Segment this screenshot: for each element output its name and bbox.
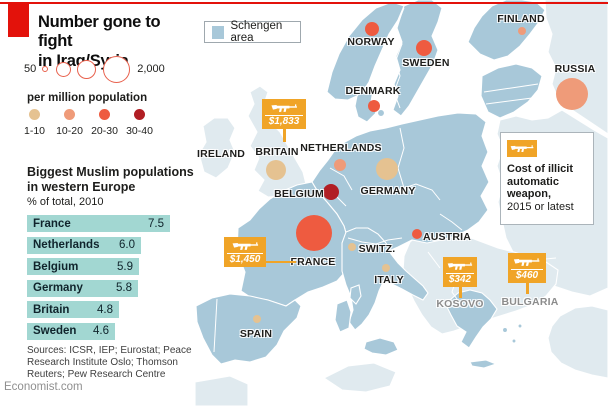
bar-category: Sweden xyxy=(33,325,77,337)
bar-category: Belgium xyxy=(33,260,79,273)
country-shape-baltics xyxy=(480,63,543,119)
bar-sweden: Sweden 4.6 xyxy=(27,322,115,340)
island-crete xyxy=(469,359,498,369)
country-shape-denmark xyxy=(354,87,377,123)
sources-line: Sources: ICSR, IEP; Eurostat; Peace xyxy=(27,345,192,356)
size-ring-2 xyxy=(56,61,72,77)
country-shape-greece xyxy=(446,289,498,349)
size-legend-min: 50 xyxy=(24,63,37,75)
country-shape-norway xyxy=(326,1,405,101)
density-legend-title: per million population xyxy=(27,92,148,104)
bar-value: 6.0 xyxy=(119,239,135,251)
schengen-legend: Schengen area xyxy=(204,20,301,44)
island-aegean-1 xyxy=(501,326,509,334)
island-aegean-2 xyxy=(511,338,517,344)
weapon-cost-note: Cost of illicit automatic weapon, 2015 o… xyxy=(500,132,594,225)
density-bin-1-10: 1-10 xyxy=(17,109,52,137)
bar-category: France xyxy=(33,217,71,230)
bar-belgium: Belgium 5.9 xyxy=(27,258,139,275)
weapon-cost-line: automatic xyxy=(507,175,559,188)
density-dot xyxy=(29,109,40,120)
weapon-cost-line: weapon, xyxy=(507,188,552,201)
size-ring-3 xyxy=(77,59,97,79)
country-shape-russia xyxy=(544,0,608,135)
size-ring-1 xyxy=(42,66,49,72)
country-shape-north-africa xyxy=(322,362,397,393)
country-shape-iberia xyxy=(195,293,302,365)
island-aegean-3 xyxy=(517,323,523,329)
density-bin-10-20: 10-20 xyxy=(52,109,87,137)
chart-title: Biggest Muslim populations in western Eu… xyxy=(27,165,194,195)
left-panel: Number gone to fight in Iraq/Syria 50 2,… xyxy=(0,0,196,406)
density-bin-label: 1-10 xyxy=(23,125,45,137)
weapon-cost-line: Cost of illicit xyxy=(507,163,573,175)
muslim-population-bars: France 7.5 Netherlands 6.0 Belgium 5.9 Germany… xyxy=(27,215,170,344)
density-bin-30-40: 30-40 xyxy=(122,109,157,137)
top-red-rule xyxy=(0,2,608,4)
country-shape-finland xyxy=(467,0,546,61)
country-shape-morocco xyxy=(194,375,249,406)
chart-title-line-1: Biggest Muslim populations xyxy=(27,165,194,179)
bar-value: 7.5 xyxy=(148,217,164,230)
gun-icon xyxy=(507,140,537,157)
sources-line: Research Institute Oslo; Thomson xyxy=(27,357,178,369)
bar-category: Germany xyxy=(33,282,83,294)
island-sicily xyxy=(363,337,399,356)
bar-britain: Britain 4.8 xyxy=(27,301,119,318)
weapon-cost-year: 2015 or latest xyxy=(507,200,574,213)
sources-line: Reuters; Pew Research Centre xyxy=(27,369,166,381)
bar-value: 4.8 xyxy=(97,303,113,316)
sources-note: Sources: ICSR, IEP; Eurostat; Peace Rese… xyxy=(27,345,203,382)
density-dot xyxy=(134,109,145,120)
chart-title-line-2: in western Europe xyxy=(27,179,136,194)
schengen-swatch xyxy=(212,25,225,39)
country-shape-turkey xyxy=(547,305,608,379)
density-dot xyxy=(64,109,75,120)
bar-france: France 7.5 xyxy=(27,215,170,232)
size-legend-max: 2,000 xyxy=(137,63,165,75)
density-legend-bins: 1-10 10-20 20-30 30-40 xyxy=(17,109,157,137)
title-line-1: Number gone to fight xyxy=(38,13,161,51)
country-shape-italy xyxy=(341,227,429,331)
country-shape-ireland xyxy=(198,117,236,179)
economist-brand: Economist.com xyxy=(4,381,83,393)
bar-germany: Germany 5.8 xyxy=(27,279,138,297)
country-shape-britain xyxy=(247,85,307,198)
density-bin-label: 20-30 xyxy=(91,125,118,137)
bar-category: Netherlands xyxy=(33,239,100,251)
island-sardinia xyxy=(334,299,352,333)
density-bin-label: 30-40 xyxy=(126,125,153,137)
island-corsica xyxy=(349,284,362,305)
circle-size-legend: 50 2,000 xyxy=(24,55,165,83)
bar-value: 5.8 xyxy=(116,282,132,294)
bar-category: Britain xyxy=(33,303,70,316)
density-dot xyxy=(99,109,110,120)
island-zealand xyxy=(376,108,386,118)
chart-subtitle: % of total, 2010 xyxy=(27,196,104,208)
bar-netherlands: Netherlands 6.0 xyxy=(27,236,141,254)
bar-value: 4.6 xyxy=(93,325,109,337)
schengen-label: Schengen area xyxy=(230,20,283,44)
density-bin-label: 10-20 xyxy=(56,125,83,137)
economist-red-tab xyxy=(8,4,29,37)
size-ring-4 xyxy=(103,55,131,83)
bar-value: 5.9 xyxy=(117,260,133,273)
density-bin-20-30: 20-30 xyxy=(87,109,122,137)
